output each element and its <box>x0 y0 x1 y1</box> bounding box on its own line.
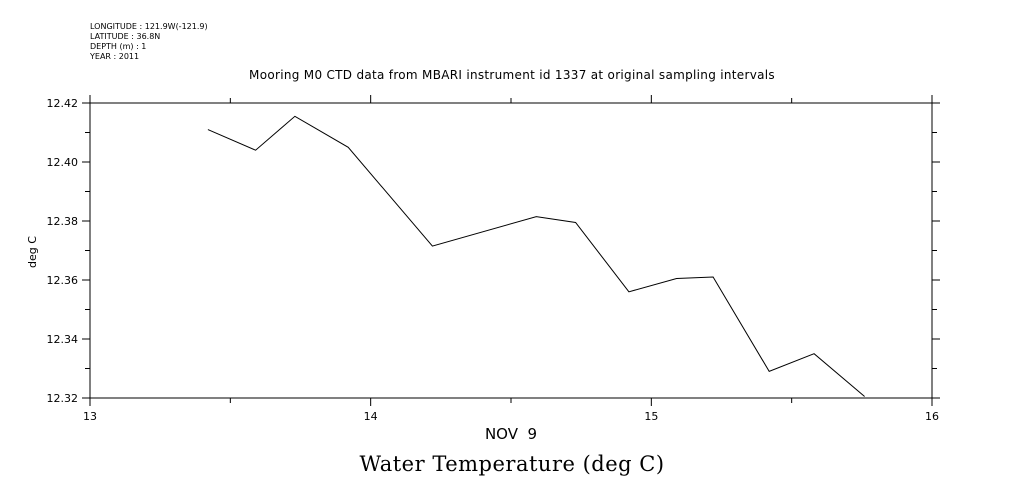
y-tick-label: 12.32 <box>47 392 79 405</box>
y-tick-label: 12.34 <box>47 333 79 346</box>
y-tick-label: 12.40 <box>47 156 79 169</box>
axis-tick-labels: 12.32 12.34 12.36 12.38 12.40 12.42 13 14 15 16 <box>47 97 940 423</box>
x-tick-label: 16 <box>925 410 939 423</box>
x-tick-label: 13 <box>83 410 97 423</box>
series-line <box>207 115 865 397</box>
longitude-label: LONGITUDE : 121.9W(-121.9) <box>90 22 208 31</box>
y-tick-label: 12.42 <box>47 97 79 110</box>
chart-title: Mooring M0 CTD data from MBARI instrumen… <box>249 68 775 82</box>
plot-frame <box>89 102 933 399</box>
axis-ticks <box>82 95 940 406</box>
metadata-block: LONGITUDE : 121.9W(-121.9) LATITUDE : 36… <box>90 22 208 62</box>
x-tick-label: 14 <box>364 410 378 423</box>
y-tick-label: 12.36 <box>47 274 79 287</box>
x-axis-label: NOV 9 <box>485 425 537 443</box>
x-tick-label: 15 <box>644 410 658 423</box>
year-label: YEAR : 2011 <box>90 52 140 61</box>
latitude-label: LATITUDE : 36.8N <box>90 32 161 41</box>
depth-label: DEPTH (m) : 1 <box>90 42 147 51</box>
y-axis-label: deg C <box>26 236 39 268</box>
variable-title: Water Temperature (deg C) <box>359 452 665 476</box>
y-tick-label: 12.38 <box>47 215 79 228</box>
